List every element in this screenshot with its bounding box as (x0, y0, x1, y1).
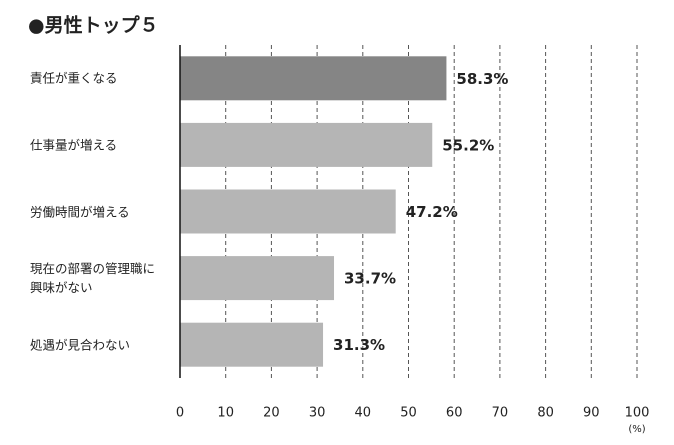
x-tick-label: 60 (446, 406, 463, 421)
unit-label: (%) (628, 424, 645, 435)
bar (180, 256, 335, 301)
value-label: 33.7% (344, 270, 396, 288)
chart-title: ●男性トップ５ (28, 14, 159, 37)
x-tick-label: 70 (492, 406, 509, 421)
y-tick-label: 処遇が見合わない (30, 337, 131, 353)
x-tick-label: 100 (625, 406, 650, 421)
value-label: 58.3% (456, 70, 508, 88)
y-tick-label: 現在の部署の管理職に 興味がない (30, 261, 156, 296)
y-tick-label: 仕事量が増える (30, 137, 118, 153)
value-label: 55.2% (442, 136, 494, 154)
bar (180, 122, 433, 167)
y-tick-label: 責任が重くなる (30, 70, 118, 86)
bar (180, 189, 396, 234)
bar (180, 322, 324, 367)
value-label: 47.2% (406, 203, 458, 221)
x-tick-label: 40 (355, 406, 372, 421)
value-label: 31.3% (333, 336, 385, 354)
x-tick-label: 80 (537, 406, 554, 421)
x-tick-label: 10 (217, 406, 234, 421)
bar (180, 56, 447, 101)
x-tick-label: 90 (583, 406, 600, 421)
x-tick-label: 50 (400, 406, 417, 421)
x-tick-label: 0 (176, 406, 184, 421)
x-tick-label: 20 (263, 406, 280, 421)
x-tick-label: 30 (309, 406, 326, 421)
y-tick-label: 労働時間が増える (30, 204, 130, 219)
